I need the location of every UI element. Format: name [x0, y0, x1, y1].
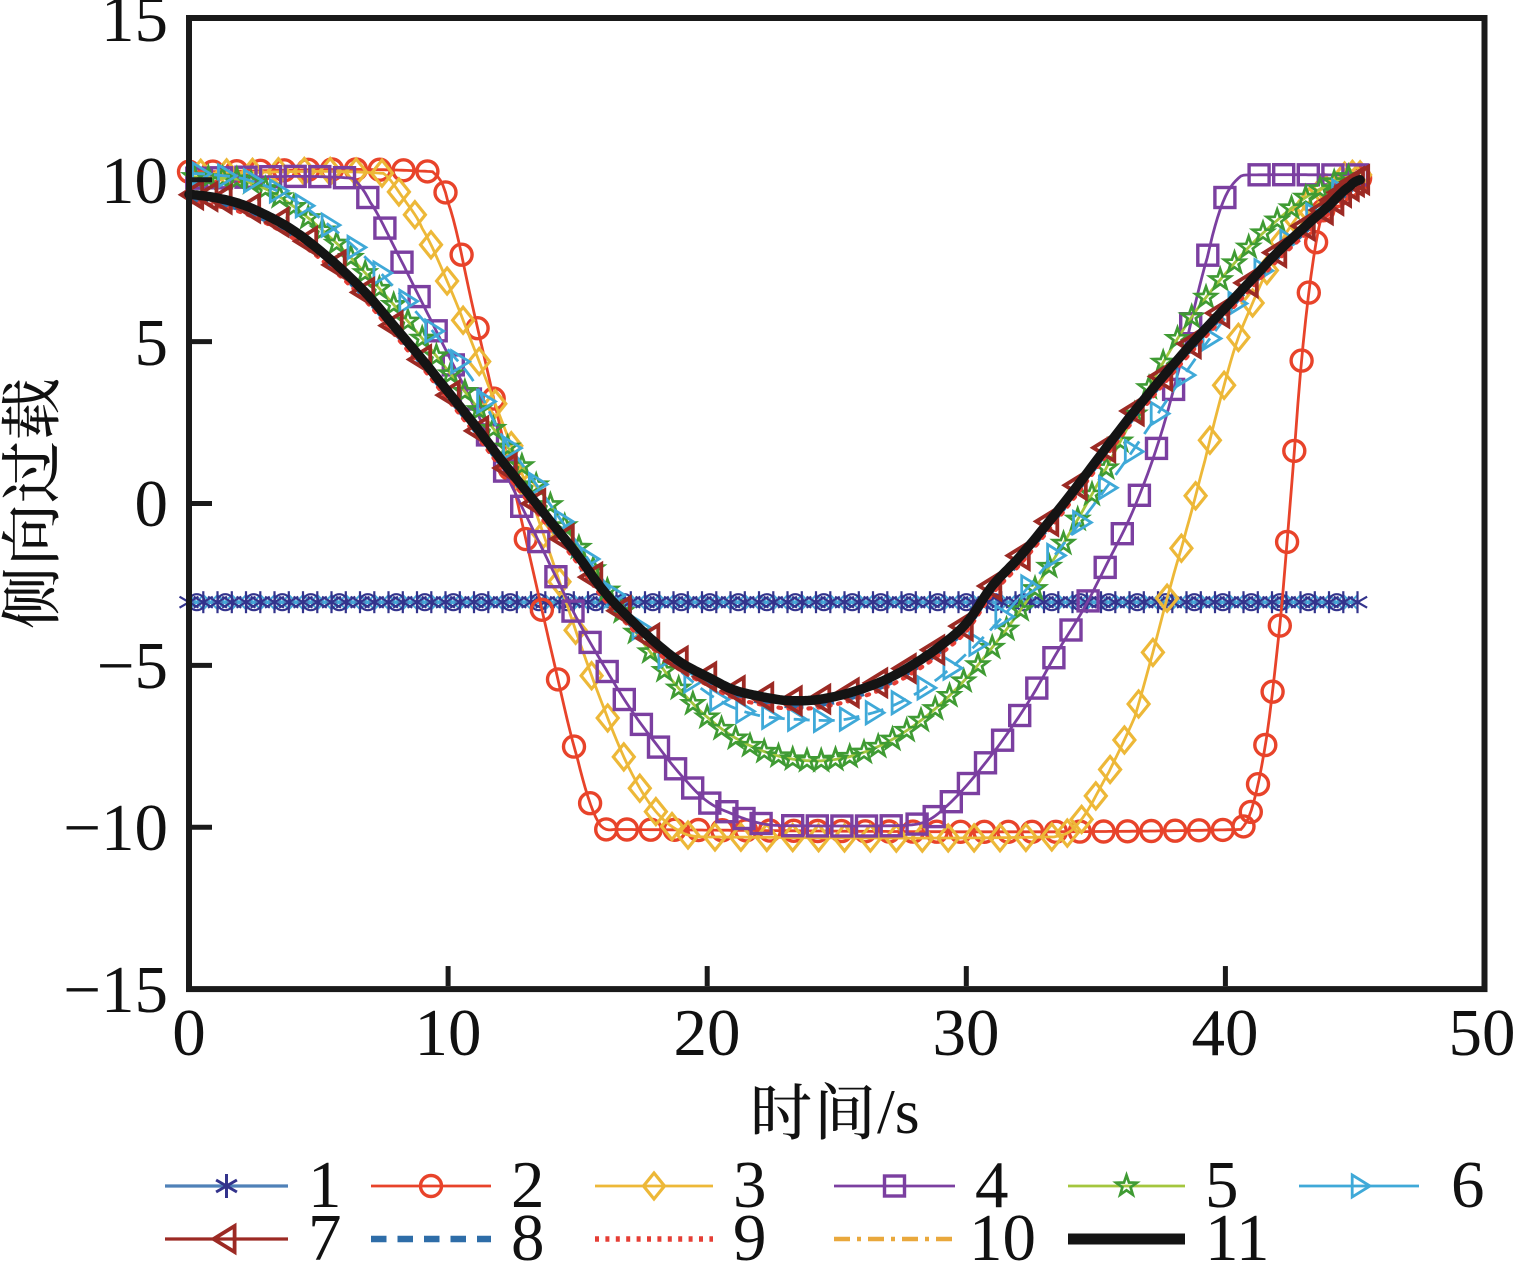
- svg-text:40: 40: [1192, 996, 1259, 1070]
- svg-text:15: 15: [101, 0, 168, 56]
- svg-text:30: 30: [933, 996, 1000, 1070]
- svg-text:6: 6: [1451, 1148, 1485, 1222]
- svg-text:−5: −5: [97, 629, 168, 703]
- svg-text:10: 10: [101, 144, 168, 218]
- svg-text:7: 7: [308, 1201, 342, 1275]
- svg-text:8: 8: [511, 1201, 545, 1275]
- svg-text:0: 0: [135, 467, 169, 541]
- svg-text:10: 10: [415, 996, 482, 1070]
- svg-text:11: 11: [1205, 1201, 1270, 1275]
- svg-text:5: 5: [135, 306, 169, 380]
- svg-text:−15: −15: [63, 953, 168, 1027]
- svg-text:/s: /s: [877, 1076, 920, 1147]
- svg-text:50: 50: [1449, 996, 1515, 1070]
- svg-text:20: 20: [674, 996, 741, 1070]
- svg-text:0: 0: [172, 996, 206, 1070]
- svg-text:10: 10: [969, 1201, 1036, 1275]
- svg-text:−10: −10: [63, 791, 168, 865]
- svg-text:9: 9: [733, 1201, 767, 1275]
